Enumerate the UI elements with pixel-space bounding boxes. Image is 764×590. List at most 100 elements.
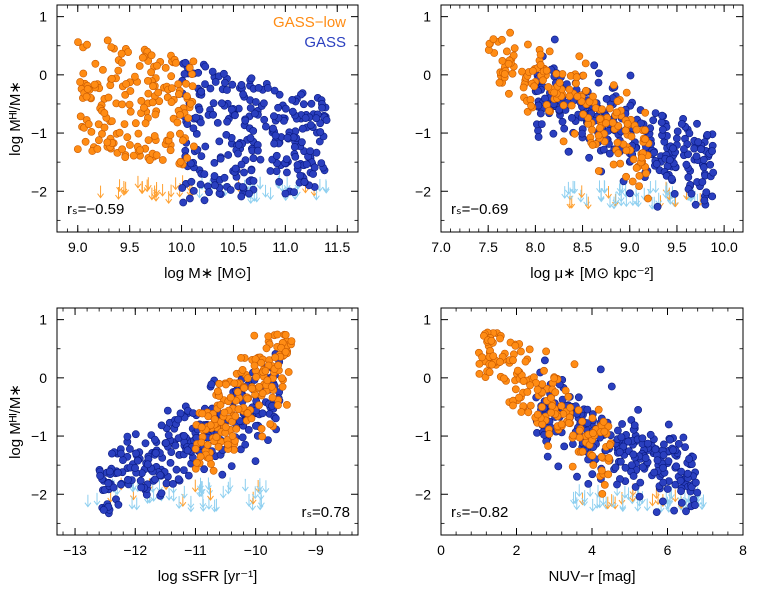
gass-point (560, 124, 569, 133)
upper-limit-arrow (151, 185, 158, 199)
gass-low-point (489, 352, 498, 360)
gass-low-point (613, 97, 622, 106)
gass-point (677, 120, 686, 128)
gass-low-point (613, 138, 622, 147)
gass-point (275, 177, 283, 186)
upper-limit-arrow (629, 489, 637, 503)
correlation-label: rₛ=0.78 (301, 504, 350, 521)
upper-limit-arrow (205, 496, 213, 510)
gass-low-point (143, 77, 152, 85)
gass-point (244, 425, 253, 434)
gass-low-point (209, 466, 218, 475)
gass-point (169, 479, 177, 488)
gass-point (246, 104, 255, 112)
gass-point (301, 114, 310, 122)
gass-point (210, 158, 219, 167)
gass-low-point (572, 73, 581, 82)
gass-point (240, 168, 248, 177)
gass-low-point (523, 388, 532, 396)
upper-limit-arrow (698, 497, 706, 511)
gass-low-point (641, 108, 650, 117)
gass-low-point (121, 91, 130, 99)
gass-low-point (192, 458, 201, 467)
gass-point (96, 471, 104, 480)
gass-point (195, 105, 204, 114)
gass-point (651, 109, 660, 117)
gass-point (665, 155, 674, 164)
gass-low-point (604, 422, 613, 431)
gass-point (162, 439, 170, 447)
upper-limit-arrow (570, 491, 577, 505)
gass-low-point (221, 380, 230, 389)
gass-low-point (250, 361, 259, 370)
upper-limit-arrow (621, 485, 629, 499)
gass-low-point (220, 408, 229, 417)
upper-limit-arrow (219, 485, 227, 499)
gass-low-point (589, 429, 597, 438)
gass-point (663, 485, 672, 493)
gass-low-point (237, 353, 245, 362)
gass-point (673, 134, 681, 143)
gass-low-point (174, 90, 183, 99)
gass-low-point (551, 388, 560, 397)
gass-low-point (139, 103, 148, 112)
gass-low-point (154, 88, 163, 97)
gass-low-point (629, 155, 638, 164)
gass-low-point (137, 97, 146, 105)
gass-low-point (550, 374, 559, 383)
gass-low-point (614, 149, 623, 158)
upper-limit-arrow (663, 182, 671, 196)
gass-point (638, 463, 647, 471)
upper-limit-arrow (601, 181, 609, 194)
gass-point (643, 439, 652, 448)
y-tick-label: 0 (39, 67, 47, 83)
gass-low-point (257, 424, 266, 433)
gass-low-point (545, 430, 554, 438)
gass-low-point (167, 84, 176, 92)
gass-point (281, 189, 290, 198)
plot-frame (56, 4, 359, 233)
gass-point (659, 478, 668, 487)
y-axis-label: log Mᴴᴵ/M∗ (7, 81, 24, 156)
gass-low-point (536, 50, 545, 59)
gass-point (223, 86, 231, 94)
gass-low-point (559, 101, 568, 110)
gass-point (181, 58, 190, 67)
gass-low-point (176, 111, 184, 119)
gass-low-point (104, 93, 113, 102)
gass-point (246, 134, 255, 142)
gass-low-point (641, 135, 650, 144)
gass-low-point (567, 101, 576, 110)
gass-point (131, 464, 139, 472)
gass-low-point (602, 119, 610, 128)
gass-point (694, 138, 703, 146)
gass-low-point (527, 101, 535, 110)
gass-point (578, 129, 586, 138)
upper-limit-arrow (647, 181, 654, 194)
gass-low-point (216, 400, 225, 409)
gass-low-point (223, 440, 232, 449)
gass-point (687, 189, 696, 198)
gass-point (141, 439, 150, 448)
gass-low-point (252, 373, 261, 381)
gass-low-point (544, 83, 553, 91)
gass-point (297, 138, 306, 147)
gass-low-point (495, 78, 504, 87)
gass-low-point (530, 82, 539, 91)
gass-low-point (153, 61, 161, 70)
gass-low-point (130, 72, 139, 81)
gass-low-point (207, 460, 215, 468)
gass-point (310, 163, 319, 172)
y-tick-label: 0 (39, 370, 47, 386)
gass-point (275, 90, 284, 99)
gass-point (318, 103, 326, 112)
gass-low-point (145, 156, 154, 164)
gass-point (626, 71, 635, 80)
gass-low-point (544, 442, 552, 450)
gass-low-point (606, 104, 614, 113)
gass-point (263, 84, 272, 92)
gass-point (208, 67, 217, 76)
gass-low-point (152, 151, 161, 160)
gass-point (676, 476, 685, 485)
upper-limit-arrow (159, 183, 166, 197)
